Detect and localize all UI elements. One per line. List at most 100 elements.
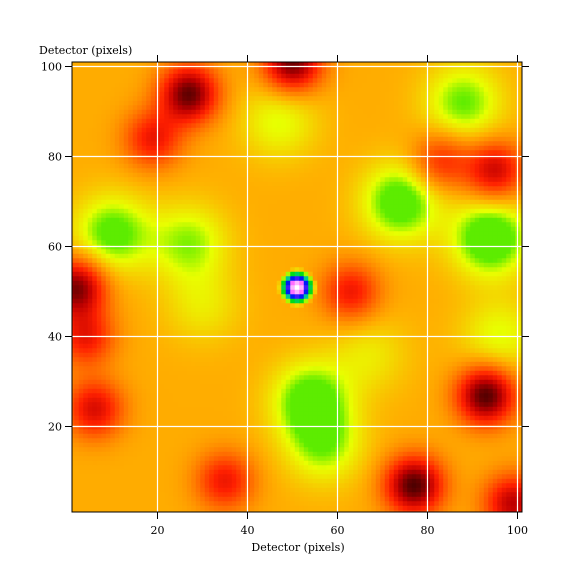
heatmap-cell <box>213 338 219 344</box>
heatmap-cell <box>186 374 192 380</box>
heatmap-cell <box>204 356 210 362</box>
heatmap-cell <box>218 491 224 497</box>
heatmap-cell <box>308 311 314 317</box>
heatmap-cell <box>83 500 89 506</box>
heatmap-cell <box>353 343 359 349</box>
heatmap-cell <box>492 397 498 403</box>
heatmap-cell <box>506 442 512 448</box>
heatmap-cell <box>173 370 179 376</box>
heatmap-cell <box>195 482 201 488</box>
heatmap-cell <box>326 482 332 488</box>
heatmap-cell <box>213 320 219 326</box>
heatmap-cell <box>465 451 471 457</box>
heatmap-cell <box>240 460 246 466</box>
heatmap-cell <box>72 320 75 326</box>
heatmap-cell <box>200 365 206 371</box>
heatmap-cell <box>456 406 462 412</box>
heatmap-cell <box>366 311 372 317</box>
heatmap-cell <box>501 446 507 452</box>
heatmap-cell <box>72 401 75 407</box>
heatmap-cell <box>87 473 93 479</box>
heatmap-cell <box>204 370 210 376</box>
heatmap-cell <box>510 356 516 362</box>
heatmap-cell <box>456 311 462 317</box>
heatmap-cell <box>285 464 291 470</box>
heatmap-cell <box>407 352 413 358</box>
heatmap-cell <box>177 415 183 421</box>
heatmap-cell <box>213 374 219 380</box>
heatmap-cell <box>443 383 449 389</box>
heatmap-cell <box>72 343 75 349</box>
heatmap-cell <box>393 509 399 513</box>
heatmap-cell <box>78 361 84 367</box>
heatmap-cell <box>483 469 489 475</box>
heatmap-cell <box>164 482 170 488</box>
heatmap-cell <box>420 325 426 331</box>
heatmap-cell <box>191 370 197 376</box>
heatmap-cell <box>474 446 480 452</box>
heatmap-cell <box>348 419 354 425</box>
heatmap-cell <box>146 329 152 335</box>
heatmap-cell <box>348 482 354 488</box>
heatmap-cell <box>434 325 440 331</box>
heatmap-cell <box>317 293 323 299</box>
heatmap-cell <box>101 352 107 358</box>
heatmap-cell <box>173 491 179 497</box>
heatmap-cell <box>159 437 165 443</box>
heatmap-cell <box>74 442 80 448</box>
heatmap-cell <box>519 338 523 344</box>
heatmap-cell <box>227 365 233 371</box>
heatmap-cell <box>213 460 219 466</box>
heatmap-cell <box>456 365 462 371</box>
heatmap-cell <box>231 410 237 416</box>
heatmap-cell <box>263 338 269 344</box>
heatmap-cell <box>353 437 359 443</box>
heatmap-cell <box>114 329 120 335</box>
heatmap-cell <box>308 442 314 448</box>
heatmap-cell <box>371 343 377 349</box>
heatmap-cell <box>470 437 476 443</box>
heatmap-cell <box>119 361 125 367</box>
heatmap-cell <box>78 374 84 380</box>
heatmap-cell <box>501 505 507 511</box>
heatmap-cell <box>128 397 134 403</box>
heatmap-cell <box>402 437 408 443</box>
heatmap-cell <box>249 293 255 299</box>
heatmap-cell <box>281 320 287 326</box>
heatmap-cell <box>267 298 273 304</box>
heatmap-cell <box>240 415 246 421</box>
heatmap-cell <box>105 374 111 380</box>
heatmap-cell <box>87 352 93 358</box>
heatmap-cell <box>339 370 345 376</box>
heatmap-cell <box>195 509 201 513</box>
heatmap-cell <box>123 356 129 362</box>
heatmap-cell <box>74 433 80 439</box>
heatmap-cell <box>146 428 152 434</box>
heatmap-cell <box>240 374 246 380</box>
heatmap-cell <box>191 473 197 479</box>
heatmap-cell <box>101 478 107 484</box>
heatmap-cell <box>330 491 336 497</box>
heatmap-cell <box>474 500 480 506</box>
heatmap-cell <box>200 487 206 493</box>
heatmap-cell <box>461 370 467 376</box>
heatmap-cell <box>510 397 516 403</box>
heatmap-cell <box>267 307 273 313</box>
heatmap-cell <box>488 397 494 403</box>
heatmap-cell <box>407 307 413 313</box>
heatmap-cell <box>101 433 107 439</box>
heatmap-cell <box>411 505 417 511</box>
heatmap-cell <box>384 316 390 322</box>
heatmap-cell <box>389 383 395 389</box>
heatmap-cell <box>105 338 111 344</box>
heatmap-cell <box>317 311 323 317</box>
heatmap-cell <box>83 442 89 448</box>
heatmap-cell <box>276 478 282 484</box>
heatmap-cell <box>308 415 314 421</box>
heatmap-cell <box>87 469 93 475</box>
heatmap-cell <box>186 293 192 299</box>
heatmap-cell <box>294 379 300 385</box>
heatmap-cell <box>168 451 174 457</box>
heatmap-cell <box>150 473 156 479</box>
heatmap-cell <box>105 406 111 412</box>
